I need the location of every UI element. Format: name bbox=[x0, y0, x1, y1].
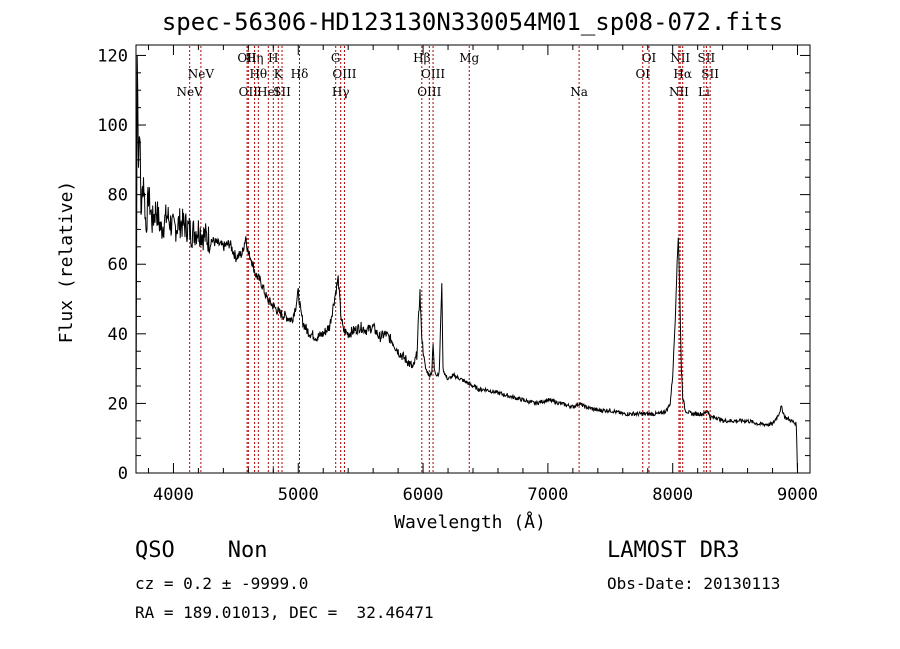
line-marker-label: Hθ bbox=[249, 67, 267, 81]
spectrum-line bbox=[135, 55, 798, 474]
line-marker-label: OII bbox=[237, 51, 257, 65]
line-marker-label: G bbox=[331, 51, 341, 65]
line-marker-label: NeV bbox=[188, 67, 215, 81]
line-marker-label: Na bbox=[570, 85, 588, 99]
y-tick-label: 120 bbox=[97, 46, 128, 66]
y-tick-label: 80 bbox=[108, 186, 128, 206]
chart-title: spec-56306-HD123130N330054M01_sp08-072.f… bbox=[161, 8, 784, 36]
line-marker-label: OIII bbox=[417, 85, 441, 99]
line-marker-label: OI bbox=[642, 51, 657, 65]
x-axis-label: Wavelength (Å) bbox=[394, 511, 546, 533]
axes: 4000 5000 6000 7000 8000 9000 0 20 40 60 80 100 120 bbox=[97, 44, 818, 505]
line-marker-label: Mg bbox=[459, 51, 479, 65]
y-tick-label: 60 bbox=[108, 255, 128, 275]
y-axis-label: Flux (relative) bbox=[56, 181, 77, 344]
line-marker-label: Hδ bbox=[291, 67, 309, 81]
y-tick-label: 0 bbox=[118, 464, 128, 484]
line-marker-label: OII bbox=[239, 85, 259, 99]
line-marker-label: NII bbox=[670, 51, 690, 65]
x-tick-label: 4000 bbox=[153, 485, 194, 505]
classification-label: QSO Non bbox=[135, 538, 268, 563]
line-marker-label: Hη bbox=[246, 51, 264, 65]
line-marker-label: Hγ bbox=[332, 85, 350, 99]
obs-date-text: Obs-Date: 20130113 bbox=[607, 574, 781, 593]
line-marker-label: SII bbox=[701, 67, 719, 81]
y-tick-label: 40 bbox=[108, 325, 128, 345]
x-tick-label: 8000 bbox=[652, 485, 693, 505]
line-marker-label: NeV bbox=[177, 85, 204, 99]
x-tick-label: 9000 bbox=[777, 485, 818, 505]
x-tick-label: 6000 bbox=[403, 485, 444, 505]
line-marker-label: OI bbox=[635, 67, 650, 81]
x-tick-label: 5000 bbox=[278, 485, 319, 505]
line-marker-label: SII bbox=[273, 85, 291, 99]
x-tick-label: 7000 bbox=[527, 485, 568, 505]
line-marker-label: NII bbox=[669, 85, 689, 99]
line-marker-label: Hβ bbox=[413, 51, 430, 65]
y-tick-label: 20 bbox=[108, 394, 128, 414]
spectrum-series bbox=[135, 55, 798, 474]
ra-dec-text: RA = 189.01013, DEC = 32.46471 bbox=[135, 603, 434, 622]
y-tick-label: 100 bbox=[97, 116, 128, 136]
redshift-text: cz = 0.2 ± -9999.0 bbox=[135, 574, 309, 593]
survey-label: LAMOST DR3 bbox=[607, 538, 740, 563]
line-marker-label: HeI bbox=[257, 85, 280, 99]
line-marker-label: OIII bbox=[421, 67, 445, 81]
line-marker-label: SII bbox=[698, 51, 716, 65]
line-marker-label: Li bbox=[698, 85, 710, 99]
line-marker-label: Hα bbox=[673, 67, 692, 81]
line-marker-label: K bbox=[274, 67, 284, 81]
line-marker-label: OIII bbox=[332, 67, 356, 81]
line-marker-label: H bbox=[268, 51, 278, 65]
